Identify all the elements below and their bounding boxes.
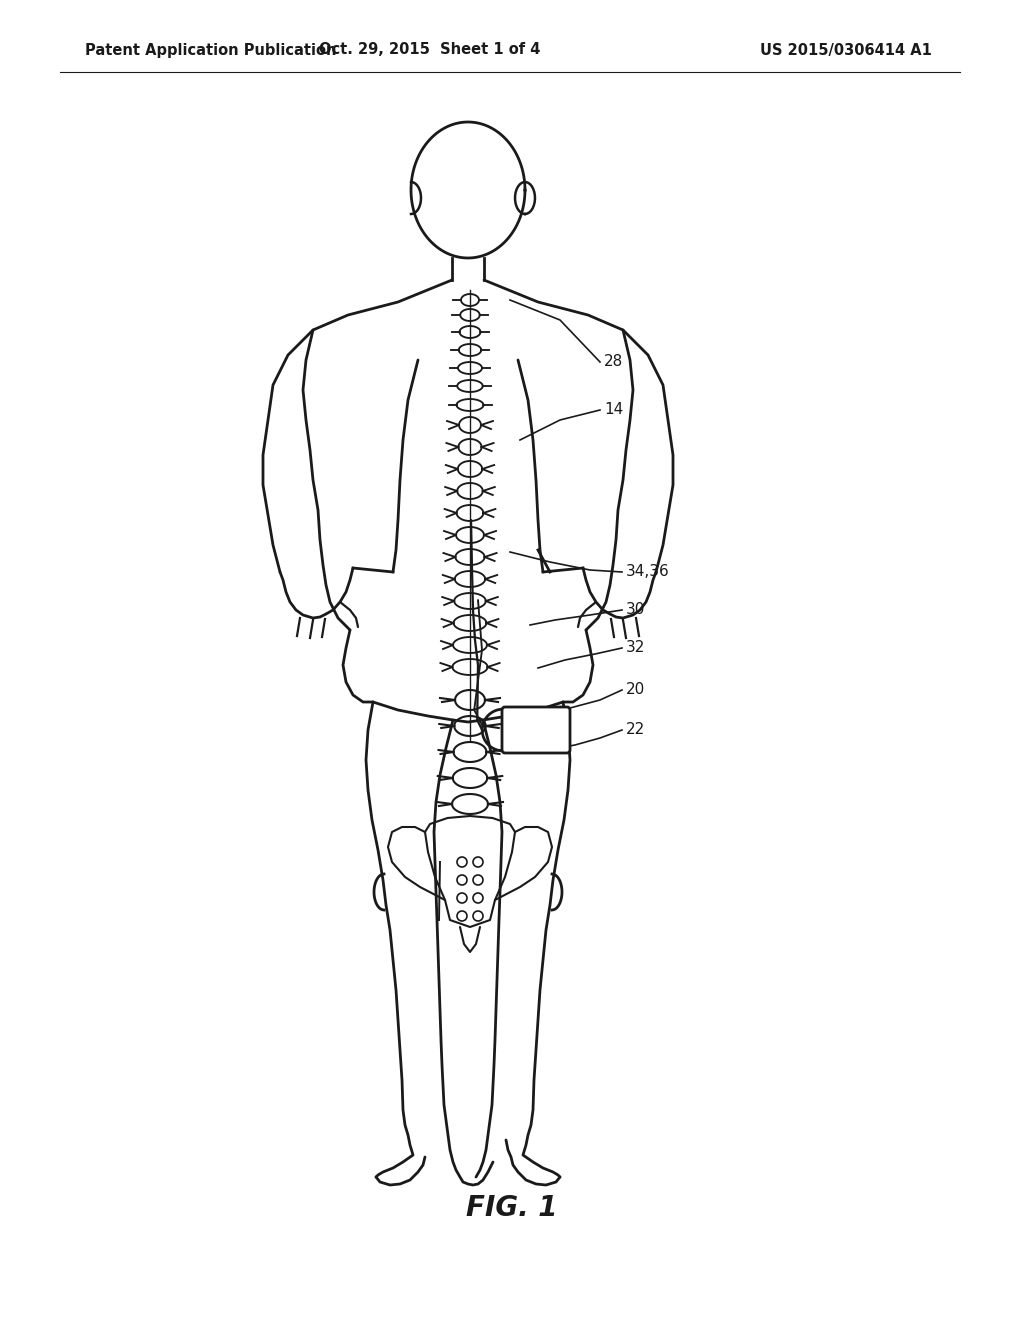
Text: 28: 28 — [604, 355, 624, 370]
Text: 30: 30 — [626, 602, 645, 618]
Text: 32: 32 — [626, 640, 645, 656]
Text: Oct. 29, 2015  Sheet 1 of 4: Oct. 29, 2015 Sheet 1 of 4 — [319, 42, 541, 58]
Text: US 2015/0306414 A1: US 2015/0306414 A1 — [760, 42, 932, 58]
Text: Patent Application Publication: Patent Application Publication — [85, 42, 337, 58]
Text: FIG. 1: FIG. 1 — [466, 1195, 558, 1222]
Text: 22: 22 — [626, 722, 645, 738]
FancyBboxPatch shape — [502, 708, 570, 752]
Text: 34,36: 34,36 — [626, 565, 670, 579]
Text: 20: 20 — [626, 682, 645, 697]
Text: 14: 14 — [604, 403, 624, 417]
